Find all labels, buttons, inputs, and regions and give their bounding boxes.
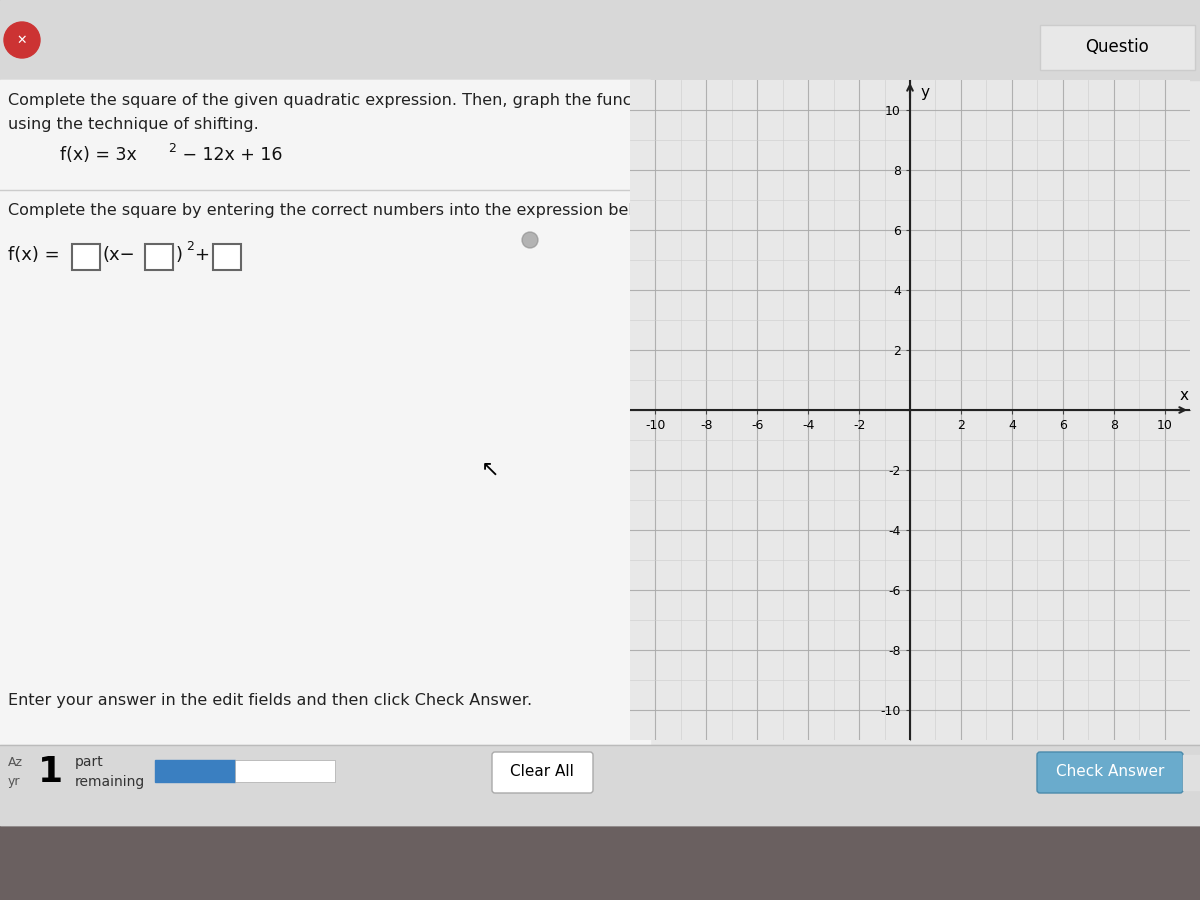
Text: ✕: ✕ bbox=[17, 33, 28, 47]
Text: 2: 2 bbox=[186, 240, 194, 254]
Text: f(x) =: f(x) = bbox=[8, 246, 60, 264]
Bar bbox=[214, 244, 241, 270]
Text: part: part bbox=[74, 755, 103, 769]
FancyBboxPatch shape bbox=[1037, 752, 1183, 793]
Circle shape bbox=[522, 232, 538, 248]
Circle shape bbox=[4, 22, 40, 58]
Text: yr: yr bbox=[8, 776, 20, 788]
Text: Complete the square by entering the correct numbers into the expression below.: Complete the square by entering the corr… bbox=[8, 202, 659, 218]
Text: f(x) = 3x: f(x) = 3x bbox=[60, 146, 137, 164]
Bar bbox=[72, 244, 100, 270]
Bar bbox=[235, 760, 335, 782]
Text: (x−: (x− bbox=[103, 246, 136, 264]
Text: y: y bbox=[920, 85, 929, 100]
Bar bbox=[0, 80, 650, 745]
Text: 2: 2 bbox=[168, 141, 176, 155]
Text: Check Answer: Check Answer bbox=[1056, 764, 1164, 779]
Bar bbox=[145, 244, 173, 270]
Bar bbox=[0, 0, 1200, 80]
Text: Questio: Questio bbox=[1085, 38, 1148, 56]
Text: using the technique of shifting.: using the technique of shifting. bbox=[8, 118, 259, 132]
FancyBboxPatch shape bbox=[492, 752, 593, 793]
Text: +: + bbox=[194, 246, 209, 264]
Text: − 12x + 16: − 12x + 16 bbox=[178, 146, 282, 164]
Text: ↖: ↖ bbox=[481, 460, 499, 480]
Text: Complete the square of the given quadratic expression. Then, graph the function: Complete the square of the given quadrat… bbox=[8, 93, 662, 107]
Text: Az: Az bbox=[8, 755, 23, 769]
Text: remaining: remaining bbox=[74, 775, 145, 789]
Text: Clear All: Clear All bbox=[510, 764, 574, 779]
Bar bbox=[1183, 755, 1200, 790]
Bar bbox=[0, 80, 650, 190]
Bar bbox=[1040, 25, 1195, 70]
Bar bbox=[0, 745, 1200, 825]
Text: 1: 1 bbox=[37, 755, 62, 789]
Text: ): ) bbox=[176, 246, 182, 264]
Text: Enter your answer in the edit fields and then click Check Answer.: Enter your answer in the edit fields and… bbox=[8, 692, 532, 707]
Text: x: x bbox=[1180, 388, 1189, 402]
Bar bbox=[155, 760, 235, 782]
